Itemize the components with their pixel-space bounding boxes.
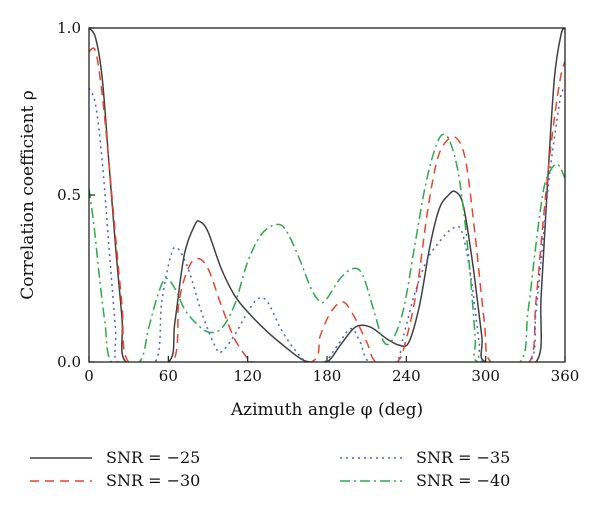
y-axis-ticks: 0.0 0.5 1.0 bbox=[57, 19, 95, 371]
series-line-1 bbox=[89, 28, 565, 362]
x-tick-label: 120 bbox=[233, 367, 262, 385]
x-axis-ticks: 0 60 120 180 240 300 360 bbox=[84, 356, 579, 385]
y-axis-title: Correlation coefficient ρ bbox=[18, 90, 38, 300]
x-tick-label: 240 bbox=[392, 367, 421, 385]
x-tick-label: 60 bbox=[159, 367, 178, 385]
legend-label-4: SNR = −40 bbox=[416, 471, 510, 490]
x-axis-title: Azimuth angle φ (deg) bbox=[230, 400, 423, 420]
y-tick-label: 0.0 bbox=[57, 353, 81, 371]
series-line-4 bbox=[89, 133, 565, 362]
legend-label-3: SNR = −35 bbox=[416, 448, 510, 467]
plot-lines bbox=[89, 28, 565, 362]
series-line-3 bbox=[89, 87, 565, 362]
x-tick-label: 360 bbox=[551, 367, 580, 385]
legend-label-1: SNR = −25 bbox=[106, 448, 200, 467]
x-tick-label: 0 bbox=[84, 367, 94, 385]
series-line-2 bbox=[89, 47, 565, 362]
x-tick-label: 300 bbox=[471, 367, 500, 385]
legend: SNR = −25 SNR = −30 SNR = −35 SNR = −40 bbox=[30, 448, 510, 490]
legend-label-2: SNR = −30 bbox=[106, 471, 200, 490]
y-tick-label: 0.5 bbox=[57, 186, 81, 204]
y-tick-label: 1.0 bbox=[57, 19, 81, 37]
x-tick-label: 180 bbox=[313, 367, 342, 385]
